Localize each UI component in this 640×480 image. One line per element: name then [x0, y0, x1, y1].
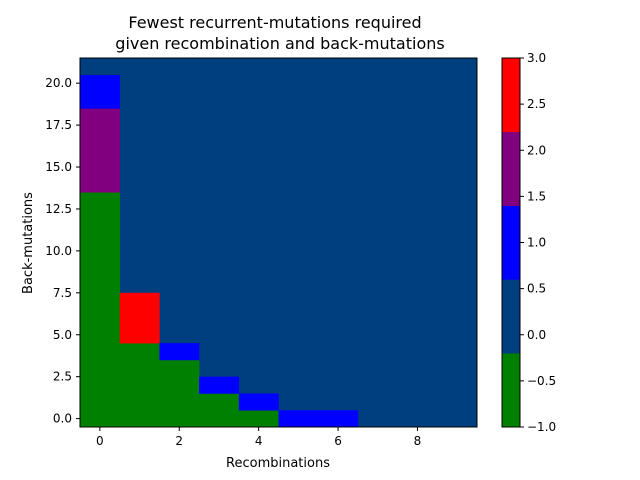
colorbar-tick-label: 2.5 — [527, 97, 546, 111]
plot-frame — [79, 57, 478, 428]
colorbar-band — [502, 205, 520, 280]
heatmap-cell — [119, 292, 160, 344]
colorbar-tick-label: 0.5 — [527, 282, 546, 296]
heatmap-cell — [80, 192, 120, 428]
x-tick-label: 0 — [96, 434, 104, 448]
y-tick-label: 5.0 — [53, 328, 72, 342]
heatmap-cell — [238, 410, 279, 428]
plot-area — [79, 57, 478, 428]
y-tick-label: 17.5 — [45, 118, 72, 132]
y-tick-label: 15.0 — [45, 160, 72, 174]
heatmap-cell — [238, 393, 279, 411]
colorbar-tick-label: 1.5 — [527, 189, 546, 203]
y-tick-label: 7.5 — [53, 286, 72, 300]
y-tick-label: 20.0 — [45, 76, 72, 90]
colorbar-tick-label: 1.0 — [527, 236, 546, 250]
x-tick-label: 8 — [414, 434, 422, 448]
heatmap-cell — [278, 410, 319, 428]
colorbar-band — [502, 131, 520, 206]
heatmap-cell — [80, 108, 120, 193]
x-axis: 0 2 4 6 8 — [96, 427, 421, 448]
colorbar-tick-label: 2.0 — [527, 143, 546, 157]
colorbar-tick-label: −1.0 — [527, 420, 556, 434]
x-tick-label: 4 — [255, 434, 263, 448]
heatmap-cell — [199, 376, 240, 394]
heatmap-cell — [159, 343, 200, 361]
y-tick-label: 10.0 — [45, 244, 72, 258]
y-axis-label: Back-mutations — [21, 192, 36, 294]
y-axis: 0.0 2.5 5.0 7.5 10.0 12.5 15.0 17.5 20.0 — [45, 76, 80, 426]
colorbar-tick-label: −0.5 — [527, 374, 556, 388]
x-tick-label: 6 — [334, 434, 342, 448]
colorbar-band — [502, 58, 520, 133]
heatmap-cell — [119, 343, 160, 428]
heatmap-cell — [80, 58, 120, 76]
chart-title-line-2: given recombination and back-mutations — [115, 34, 444, 53]
colorbar-tick-label: 3.0 — [527, 51, 546, 65]
heatmap-cell — [80, 74, 120, 109]
heatmap-cell — [318, 410, 359, 428]
colorbar-band — [502, 353, 520, 428]
chart-title: Fewest recurrent-mutations required give… — [115, 13, 444, 53]
heatmap-cell — [159, 359, 200, 428]
x-axis-label: Recombinations — [226, 456, 330, 471]
x-tick-label: 2 — [175, 434, 183, 448]
colorbar: −1.0 −0.5 0.0 0.5 1.0 1.5 2.0 2.5 3.0 — [501, 51, 556, 434]
y-tick-label: 12.5 — [45, 202, 72, 216]
heatmap-cell — [199, 393, 240, 428]
colorbar-band — [502, 279, 520, 354]
y-tick-label: 0.0 — [53, 412, 72, 426]
colorbar-tick-label: 0.0 — [527, 328, 546, 342]
chart-title-line-1: Fewest recurrent-mutations required — [128, 13, 421, 32]
y-tick-label: 2.5 — [53, 370, 72, 384]
